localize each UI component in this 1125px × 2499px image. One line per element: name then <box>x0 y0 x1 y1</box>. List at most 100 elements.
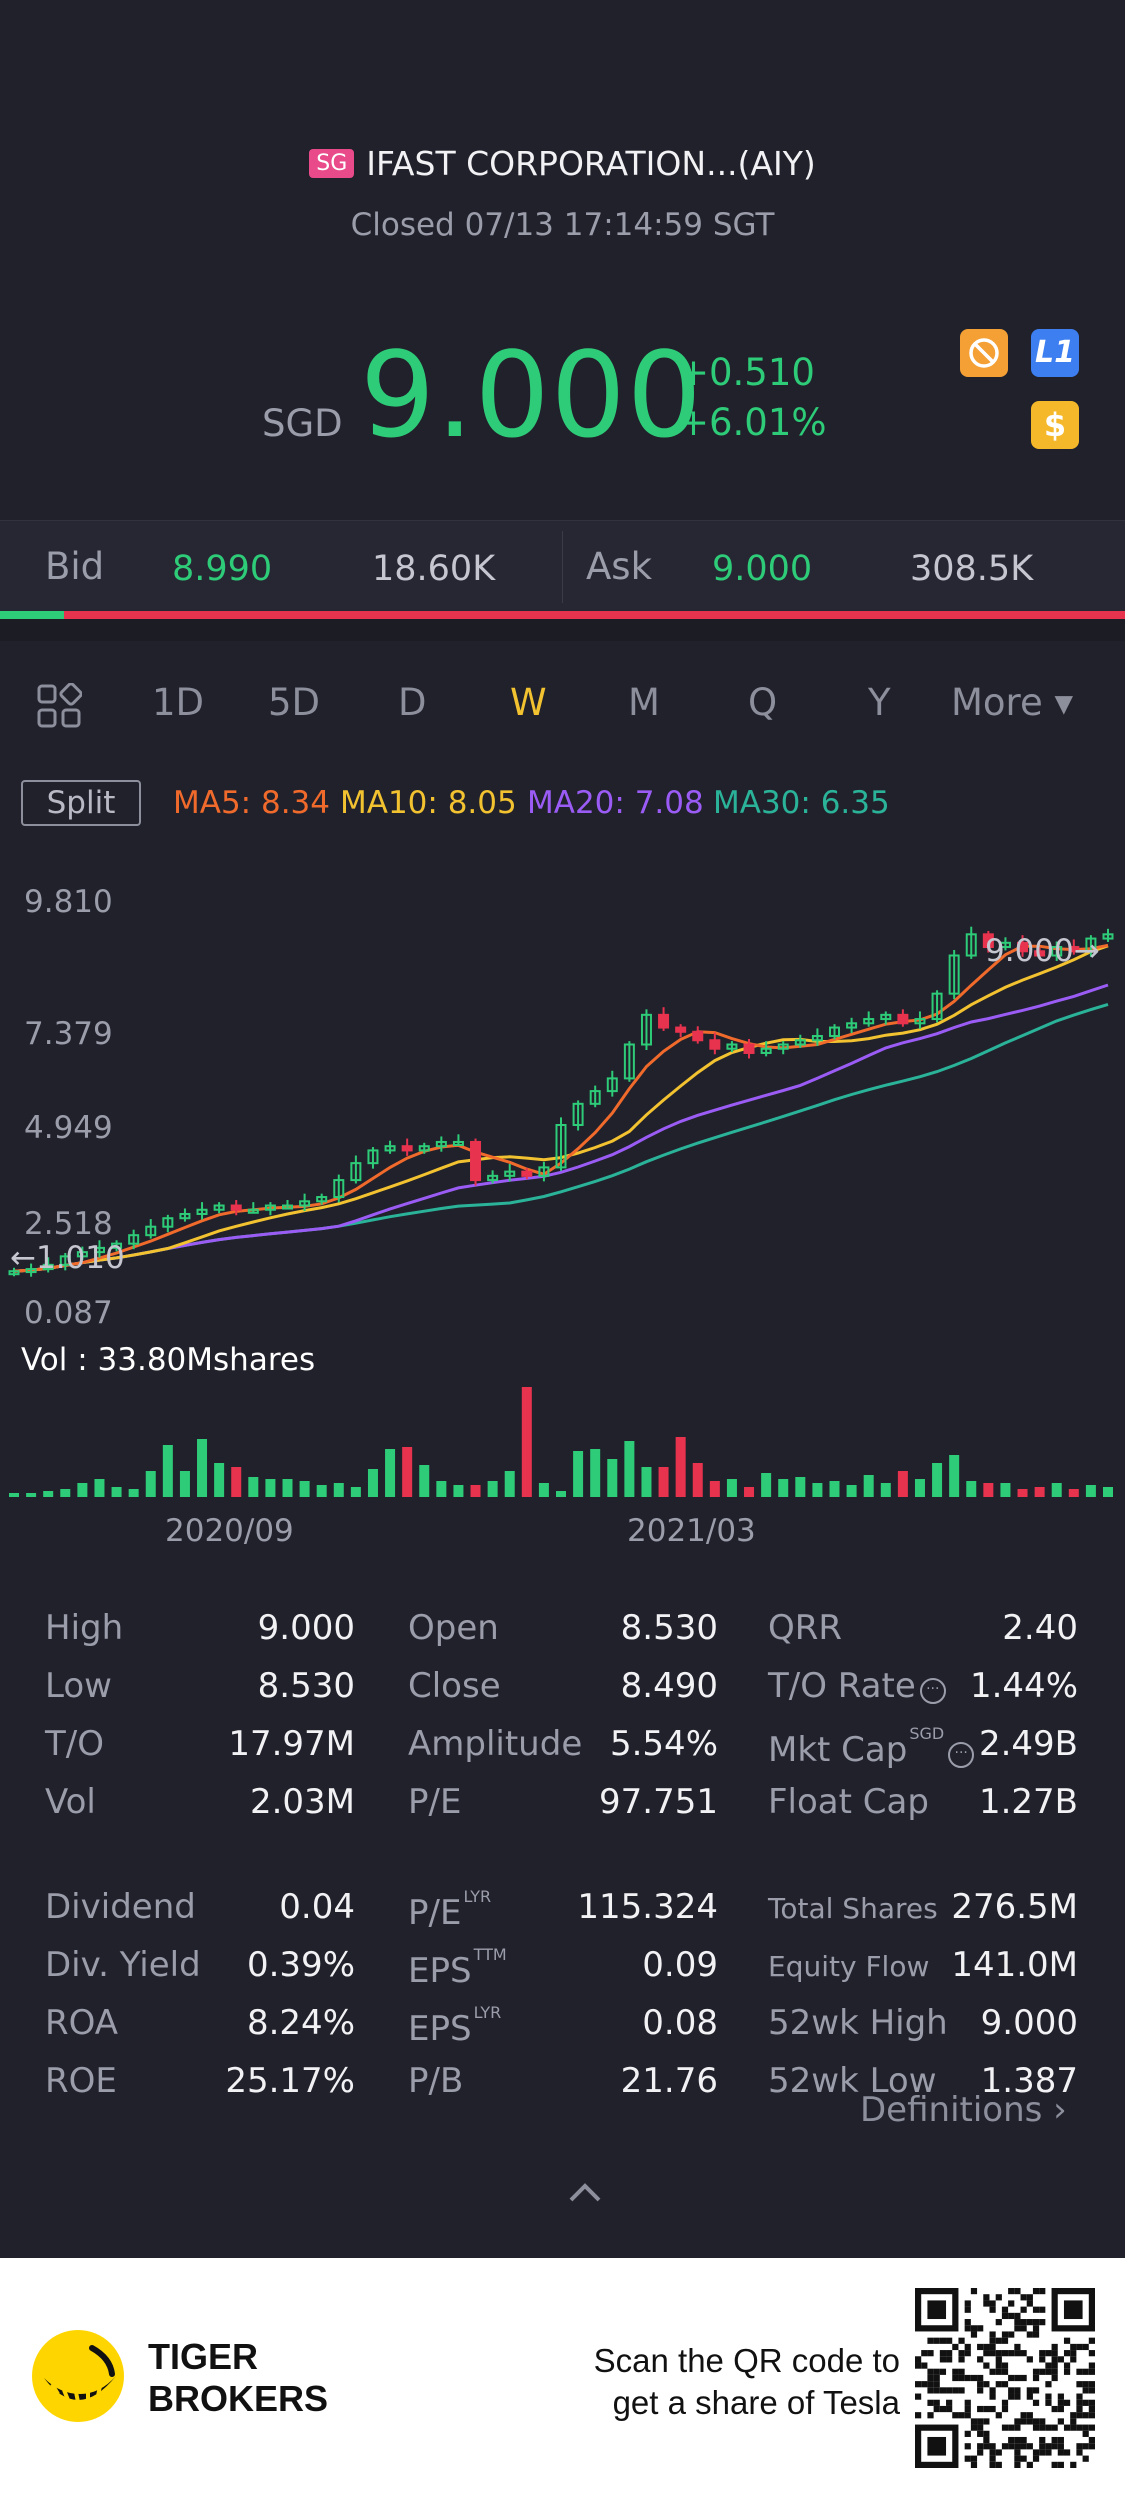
qr-module <box>970 2374 978 2382</box>
stat-label: EPS TTM <box>408 1945 507 1991</box>
qr-module <box>977 2443 984 2450</box>
tab-1d[interactable]: 1D <box>152 681 205 724</box>
qr-module <box>1051 2368 1058 2375</box>
info-icon[interactable]: ··· <box>948 1742 975 1768</box>
qr-module <box>995 2368 1002 2375</box>
qr-module <box>946 2387 953 2394</box>
qr-module <box>1014 2443 1021 2450</box>
qr-module <box>1001 2331 1009 2338</box>
qr-module <box>958 2368 965 2375</box>
qr-module <box>1070 2461 1077 2468</box>
qr-module <box>1063 2399 1071 2406</box>
qr-module <box>933 2405 940 2413</box>
candle-body <box>1102 933 1114 940</box>
qr-module <box>977 2374 984 2382</box>
qr-module <box>977 2381 984 2388</box>
stat-label-text: Close <box>408 1666 501 1706</box>
stat-label: Vol <box>45 1782 96 1822</box>
candle-body <box>640 1013 652 1046</box>
tab-d[interactable]: D <box>398 681 427 724</box>
stat-label: Low <box>45 1666 112 1706</box>
tab-y[interactable]: Y <box>868 681 891 724</box>
volume-bar <box>60 1489 71 1497</box>
qr-module <box>933 2381 940 2388</box>
price-chart[interactable] <box>0 860 1125 1510</box>
qr-module <box>970 2461 978 2468</box>
bid-ask-bar[interactable]: Bid 8.990 18.60K Ask 9.000 308.5K <box>0 520 1125 612</box>
x-axis-date: 2021/03 <box>627 1513 756 1549</box>
qr-module <box>1045 2350 1052 2357</box>
candle-body <box>93 1246 105 1254</box>
stat-value: 9.000 <box>980 2003 1078 2043</box>
definitions-link[interactable]: Definitions › <box>860 2090 1067 2130</box>
chevron-up-icon[interactable] <box>567 2180 603 2204</box>
qr-module <box>1020 2325 1027 2332</box>
stat-value: 8.530 <box>257 1666 355 1706</box>
qr-module <box>1032 2449 1040 2456</box>
volume-bar <box>299 1481 310 1497</box>
tab-5d[interactable]: 5D <box>268 681 321 724</box>
qr-module <box>927 2387 934 2394</box>
qr-module <box>1020 2374 1027 2382</box>
qr-module <box>983 2443 990 2450</box>
qr-module <box>983 2294 990 2301</box>
price-change: +0.510 +6.01% <box>678 348 827 448</box>
qr-module <box>1032 2288 1040 2295</box>
ma30-value: MA30: 6.35 <box>713 785 890 821</box>
qr-module <box>1039 2319 1046 2326</box>
volume-bar <box>829 1481 840 1497</box>
info-icon[interactable]: ··· <box>919 1678 946 1704</box>
qr-module <box>989 2405 996 2413</box>
stat-value: 97.751 <box>599 1782 718 1822</box>
tab-m[interactable]: M <box>628 681 660 724</box>
stat-label: P/E <box>408 1782 461 1822</box>
qr-module <box>983 2430 990 2437</box>
stat-label: ROA <box>45 2003 118 2043</box>
qr-module <box>927 2381 934 2388</box>
qr-module <box>983 2381 990 2388</box>
qr-module <box>977 2356 984 2363</box>
qr-module <box>1026 2461 1033 2468</box>
candle-body <box>230 1204 242 1211</box>
qr-module <box>983 2418 990 2425</box>
ma10-line <box>13 944 1109 1273</box>
qr-module <box>1057 2436 1064 2444</box>
candle-body <box>264 1204 276 1211</box>
dollar-icon[interactable]: $ <box>1031 401 1079 449</box>
candle-body <box>1017 941 1029 953</box>
level1-icon[interactable]: L1 <box>1031 329 1079 377</box>
stat-label-text: EPS <box>408 1951 472 1991</box>
qr-module <box>1039 2436 1046 2444</box>
tab-q[interactable]: Q <box>748 681 778 724</box>
layout-grid-icon[interactable] <box>36 683 82 729</box>
qr-module <box>933 2368 940 2375</box>
qr-module <box>1014 2350 1021 2357</box>
qr-module <box>1063 2368 1071 2375</box>
stat-value: 141.0M <box>951 1945 1078 1985</box>
candle-body <box>589 1090 601 1105</box>
stat-value: 1.27B <box>978 1782 1078 1822</box>
no-shorting-icon[interactable] <box>960 329 1008 377</box>
qr-module <box>1057 2461 1064 2468</box>
tab-more[interactable]: More ▾ <box>951 681 1074 724</box>
qr-module <box>1032 2399 1040 2406</box>
qr-module <box>939 2337 947 2344</box>
volume-bar <box>436 1481 447 1497</box>
candle-body <box>846 1022 858 1029</box>
tab-w[interactable]: W <box>510 681 547 724</box>
qr-module <box>1020 2443 1027 2450</box>
candle-body <box>521 1170 533 1177</box>
qr-module <box>964 2430 971 2437</box>
qr-module <box>1051 2356 1058 2363</box>
qr-module <box>1082 2412 1089 2419</box>
volume-bar <box>761 1473 772 1497</box>
qr-module <box>989 2368 996 2375</box>
ma10-value: MA10: 8.05 <box>340 785 517 821</box>
volume-bar <box>795 1477 806 1497</box>
qr-module <box>1026 2294 1033 2301</box>
split-button[interactable]: Split <box>21 780 141 826</box>
qr-module <box>915 2362 922 2369</box>
stat-value: 1.387 <box>980 2061 1078 2101</box>
volume-label: Vol : 33.80Mshares <box>21 1342 316 1378</box>
qr-module <box>1051 2405 1058 2413</box>
